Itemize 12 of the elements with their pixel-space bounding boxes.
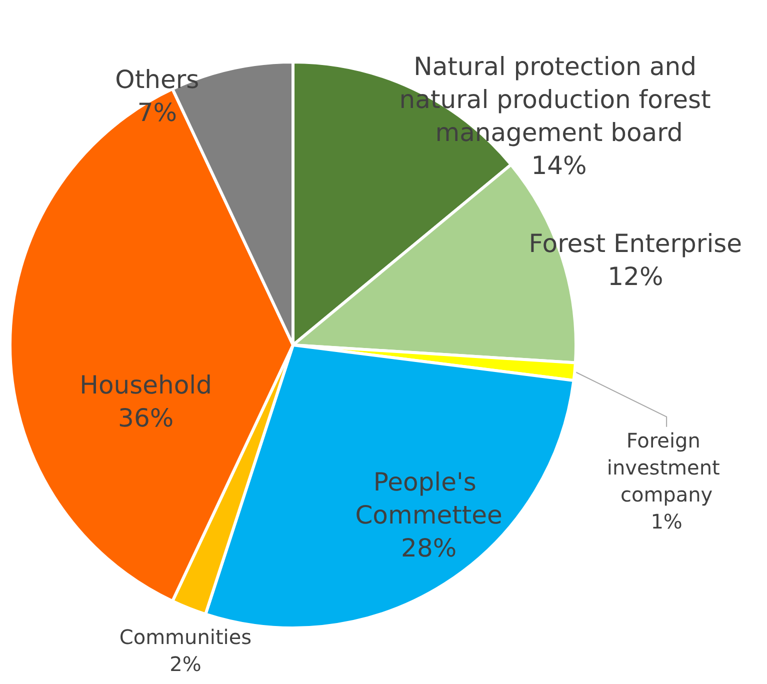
data-label: 12% (608, 262, 664, 292)
slice-label: Others (115, 64, 200, 94)
data-label: 14% (531, 150, 587, 180)
data-label: 1% (650, 509, 682, 534)
data-label: 36% (118, 404, 174, 433)
slice-label: People's Commettee (355, 467, 502, 530)
data-label: 2% (170, 652, 202, 676)
data-label: 7% (137, 98, 177, 127)
data-label: 28% (401, 533, 457, 562)
slice-label: Communities (119, 625, 252, 650)
slice-label: Household (80, 370, 212, 400)
slice-label: Foreign investment company (606, 428, 726, 506)
